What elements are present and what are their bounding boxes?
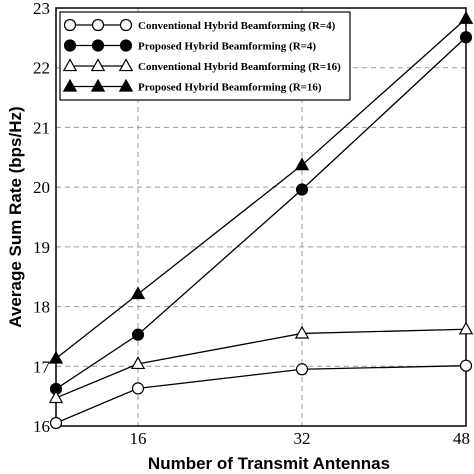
legend-marker	[91, 18, 105, 32]
tick-labels: 16 17 18 19 20 21 22 23 16 32 48	[33, 0, 470, 448]
legend-marker	[62, 78, 78, 92]
legend-box	[59, 11, 351, 101]
legend-marker	[119, 39, 133, 52]
series-line-4	[55, 18, 467, 360]
y-tick-label: 18	[33, 298, 50, 317]
grid-lines	[56, 8, 466, 426]
x-axis-label: Number of Transmit Antennas	[148, 454, 390, 473]
legend-marker	[118, 78, 134, 92]
legend-marker	[90, 78, 106, 92]
x-tick-label: 16	[130, 429, 147, 448]
data-point-series-1	[459, 359, 473, 372]
legend-marker	[119, 18, 133, 32]
series-lines	[55, 18, 467, 424]
y-axis-label: Average Sum Rate (bps/Hz)	[6, 106, 25, 327]
data-point-series-1	[131, 382, 145, 395]
data-point-series-1	[49, 416, 63, 430]
y-tick-label: 22	[33, 59, 50, 78]
legend-marker	[63, 18, 77, 32]
legend-marker	[63, 39, 77, 52]
plot-frame	[55, 7, 467, 427]
x-tick-label: 48	[453, 429, 470, 448]
data-point-series-1	[295, 363, 309, 376]
data-point-series-2	[295, 183, 309, 196]
legend-marker	[90, 58, 106, 72]
data-point-series-4	[130, 286, 146, 300]
series-markers	[48, 11, 474, 430]
series-line-3	[55, 328, 467, 399]
data-point-series-3	[130, 356, 146, 370]
data-point-series-3	[48, 390, 64, 404]
data-point-series-4	[458, 11, 474, 24]
y-tick-label: 19	[33, 238, 50, 257]
legend: Conventional Hybrid Beamforming (R=4) Pro…	[59, 11, 351, 101]
data-point-series-2	[459, 31, 473, 44]
y-tick-label: 17	[33, 357, 51, 376]
legend-marker	[118, 58, 134, 72]
y-tick-label: 23	[33, 0, 50, 18]
series-line-1	[55, 365, 467, 424]
legend-entry-label: Proposed Hybrid Beamforming (R=4)	[138, 41, 316, 53]
data-point-series-3	[458, 321, 474, 335]
data-point-series-4	[294, 157, 310, 171]
data-point-series-2	[131, 328, 145, 341]
y-tick-label: 21	[33, 118, 50, 137]
data-point-series-4	[48, 350, 64, 364]
data-point-series-3	[294, 325, 310, 339]
legend-entry-label: Conventional Hybrid Beamforming (R=16)	[138, 61, 341, 73]
legend-entry-label: Proposed Hybrid Beamforming (R=16)	[138, 82, 322, 94]
x-tick-label: 32	[294, 429, 311, 448]
legend-marker	[91, 39, 105, 52]
y-tick-label: 16	[33, 417, 50, 436]
legend-entry-label: Conventional Hybrid Beamforming (R=4)	[138, 20, 336, 32]
y-tick-label: 20	[33, 178, 50, 197]
legend-marker	[62, 58, 78, 72]
series-line-2	[55, 36, 467, 390]
